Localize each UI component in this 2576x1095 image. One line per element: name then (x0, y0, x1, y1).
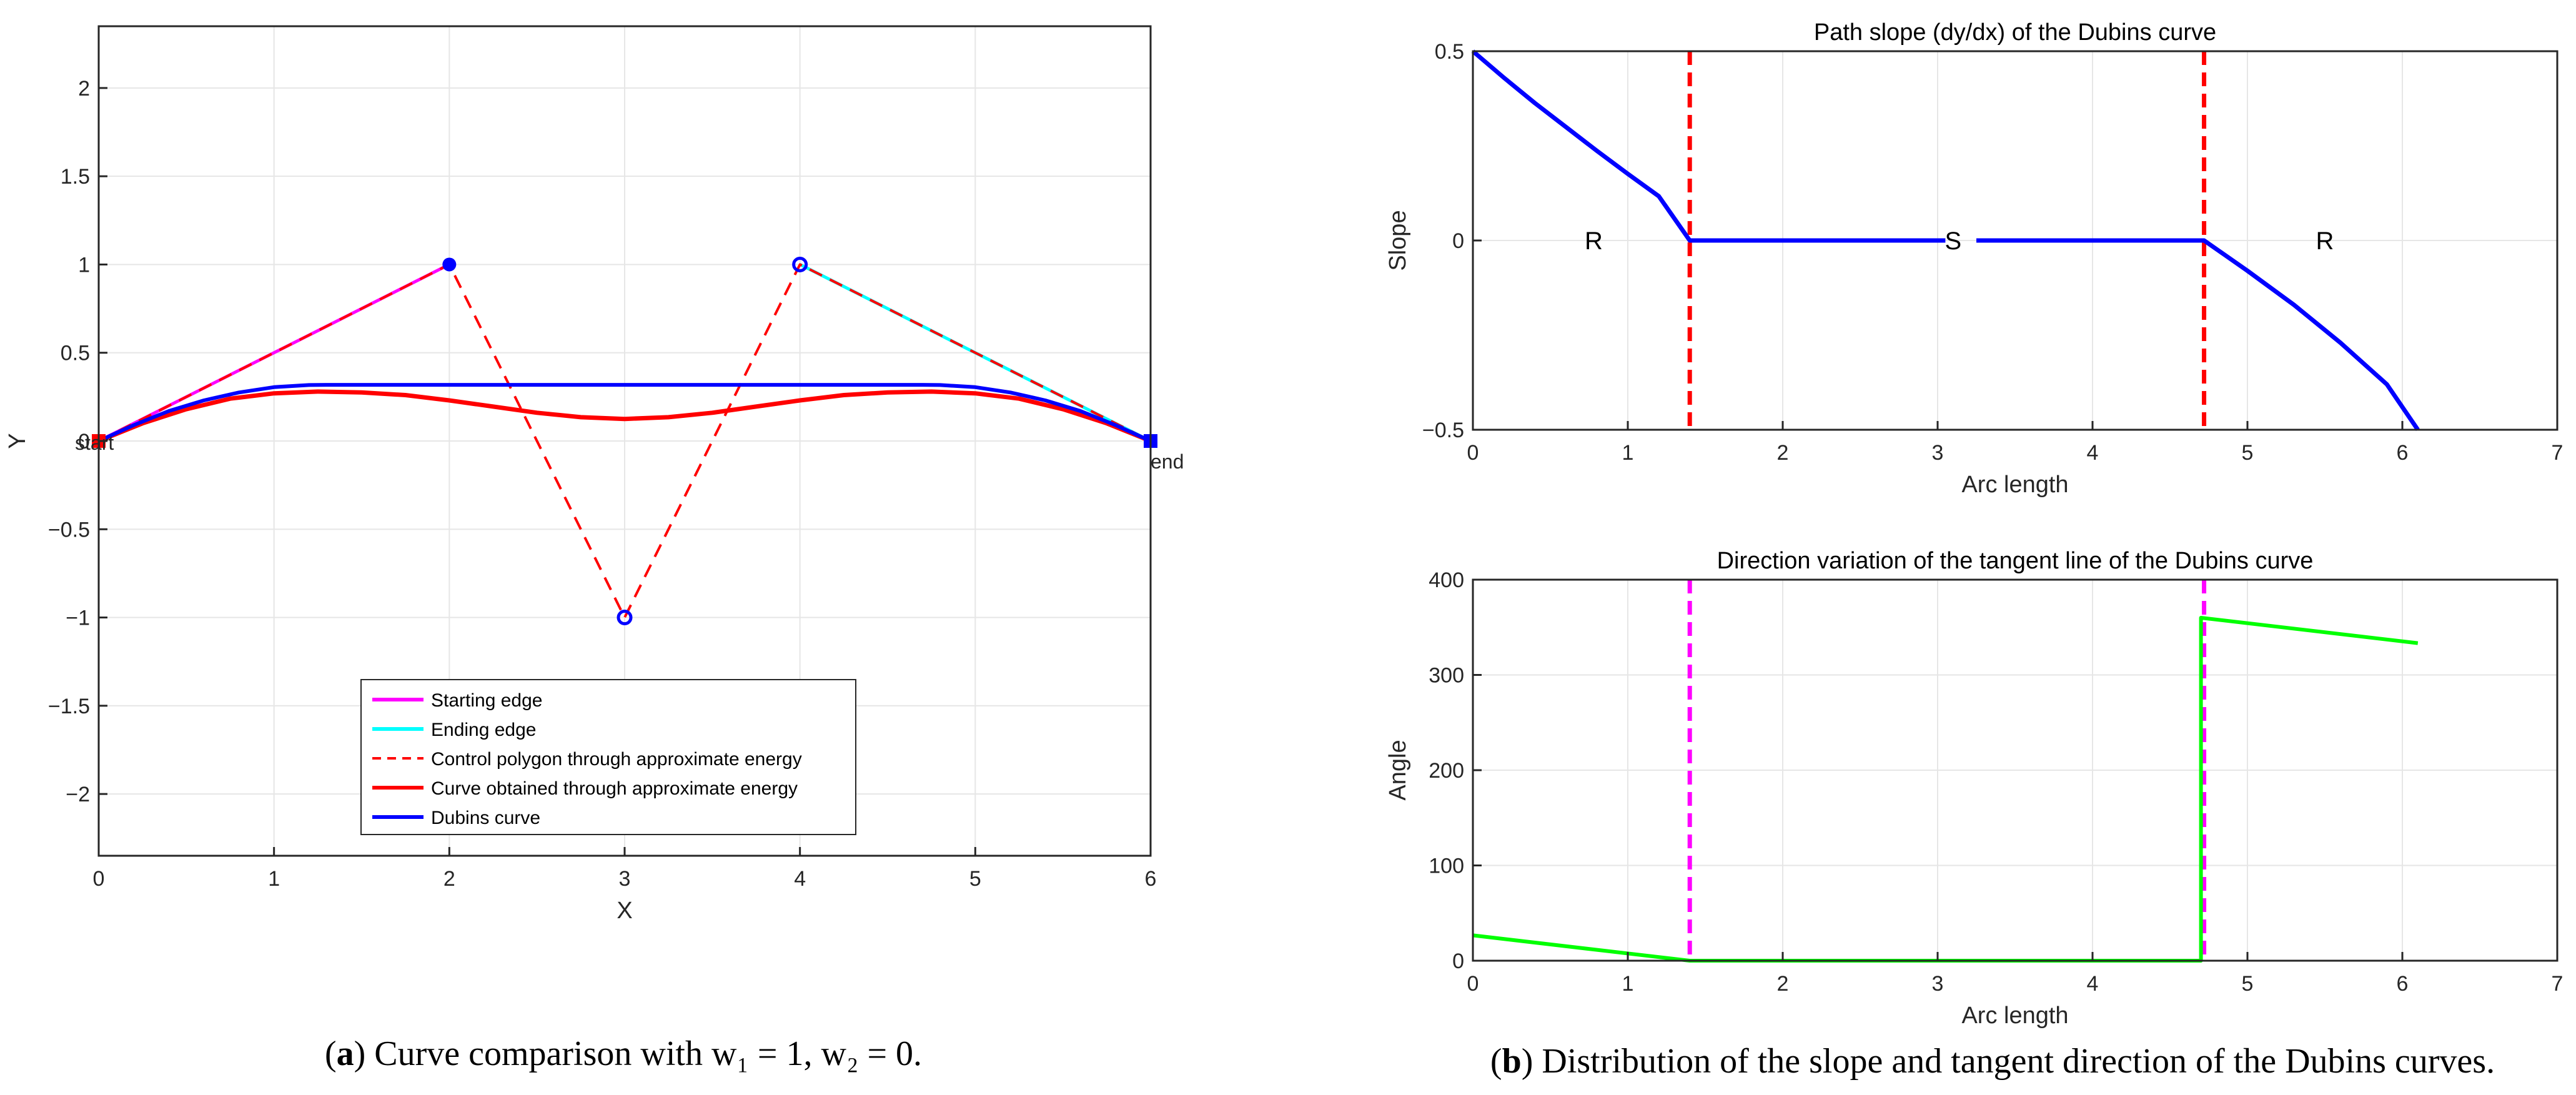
series-line (97, 389, 1152, 443)
legend-item-label: Dubins curve (431, 808, 540, 828)
x-tick-label: 3 (619, 867, 631, 891)
chart-a: 0 1 2 3 4 5 6 −2 −1.5 −1 −0.5 0 0.5 1 1.5 2 X Y start e… (4, 25, 1184, 924)
x-tick-label: 5 (2242, 441, 2254, 465)
chart-a-series (97, 263, 1152, 619)
x-tick-label: 3 (1932, 441, 1944, 465)
y-tick-label: 0 (1452, 949, 1464, 973)
x-tick-label: 2 (1777, 972, 1789, 996)
x-tick-label: 7 (2552, 972, 2564, 996)
series-line (1472, 616, 2419, 963)
x-tick-label: 5 (2242, 972, 2254, 996)
y-tick-label: 1 (78, 253, 90, 277)
x-tick-label: 6 (2397, 441, 2409, 465)
chart-b-slope-ticks: 0 1 2 3 4 5 6 7−0.500.5 (1422, 40, 2564, 465)
y-tick-label: 0.5 (1435, 40, 1464, 64)
point-marker (617, 610, 633, 626)
y-tick-label: 1.5 (61, 165, 90, 189)
y-tick-label: 400 (1429, 568, 1464, 592)
chart-b-slope-ylabel: Slope (1385, 210, 1411, 270)
series-line (1471, 49, 1946, 243)
chart-b-angle-xlabel: Arc length (1961, 1003, 2068, 1029)
chart-b-angle-series (1472, 616, 2419, 963)
caption-b: (b) Distribution of the slope and tangen… (1490, 1042, 2495, 1081)
x-tick-label: 0 (1467, 441, 1479, 465)
segment-label-r1: R (1585, 227, 1603, 255)
start-label: start (75, 432, 114, 454)
y-tick-label: 2 (78, 77, 90, 101)
segment-label-s: S (1944, 227, 1961, 255)
y-tick-label: −0.5 (48, 518, 90, 542)
x-tick-label: 6 (2397, 972, 2409, 996)
legend-box (360, 679, 856, 835)
caption-a-label: a (337, 1034, 354, 1073)
legend-item-label: Control polygon through approximate ener… (431, 749, 802, 770)
x-tick-label: 1 (1622, 441, 1634, 465)
legend-item-label: Ending edge (431, 720, 537, 740)
x-tick-label: 0 (1467, 972, 1479, 996)
x-tick-label: 1 (1622, 972, 1634, 996)
x-tick-label: 2 (1777, 441, 1789, 465)
x-tick-label: 5 (969, 867, 981, 891)
chart-a-legend: Starting edge Ending edge Control polygon … (360, 679, 856, 835)
y-tick-label: 100 (1429, 855, 1464, 878)
x-tick-label: 3 (1932, 972, 1944, 996)
point-marker (442, 257, 457, 272)
x-tick-label: 2 (443, 867, 455, 891)
y-tick-label: 0.5 (61, 342, 90, 365)
caption-a-text: Curve comparison with w₁ = 1, w₂ = 0. (374, 1034, 922, 1073)
y-tick-label: −1.5 (48, 695, 90, 718)
caption-a: (a) Curve comparison with w₁ = 1, w₂ = 0… (325, 1034, 922, 1073)
x-tick-label: 0 (93, 867, 105, 891)
chart-b-angle-title: Direction variation of the tangent line … (1717, 548, 2314, 574)
y-tick-label: 300 (1429, 664, 1464, 688)
series-line (1976, 238, 2420, 431)
series-line (98, 263, 1151, 619)
chart-b-slope: 0 1 2 3 4 5 6 7−0.500.5 Path slope (dy/dx) of t… (1385, 19, 2563, 498)
y-tick-label: 200 (1429, 759, 1464, 783)
chart-a-ticks: 0 1 2 3 4 5 6 −2 −1.5 −1 −0.5 0 0.5 1 1.5 2 (48, 77, 1157, 891)
x-tick-label: 7 (2552, 441, 2564, 465)
x-tick-label: 6 (1145, 867, 1157, 891)
caption-b-label: b (1502, 1042, 1522, 1081)
y-tick-label: 0 (1452, 229, 1464, 253)
y-tick-label: −2 (66, 783, 90, 806)
chart-b-slope-title: Path slope (dy/dx) of the Dubins curve (1814, 19, 2216, 46)
chart-b-angle-ticks: 0 1 2 3 4 5 6 7 0 100 200 300 400 (1429, 568, 2563, 996)
chart-b-slope-xlabel: Arc length (1961, 472, 2068, 498)
y-tick-label: −1 (66, 607, 90, 630)
chart-b-angle-grid (1472, 579, 2558, 961)
chart-b-angle-ylabel: Angle (1385, 740, 1411, 800)
chart-b-slope-series (1471, 49, 2420, 431)
chart-a-xlabel: X (617, 898, 632, 924)
x-tick-label: 4 (794, 867, 806, 891)
end-label: end (1151, 450, 1184, 473)
y-tick-label: −0.5 (1422, 419, 1464, 442)
segment-label-r2: R (2316, 227, 2334, 255)
chart-b-angle: 0 1 2 3 4 5 6 7 0 100 200 300 400 Direction variatio… (1385, 548, 2563, 1029)
chart-a-ylabel: Y (4, 433, 31, 448)
x-tick-label: 4 (2087, 441, 2099, 465)
series-line (97, 383, 1152, 443)
legend-item-label: Starting edge (431, 690, 542, 711)
y-tick-label: 0 (78, 430, 90, 453)
caption-b-text: Distribution of the slope and tangent di… (1542, 1042, 2495, 1081)
point-marker (792, 256, 808, 272)
x-tick-label: 4 (2087, 972, 2099, 996)
legend-item-label: Curve obtained through approximate energ… (431, 778, 798, 799)
x-tick-label: 1 (268, 867, 280, 891)
